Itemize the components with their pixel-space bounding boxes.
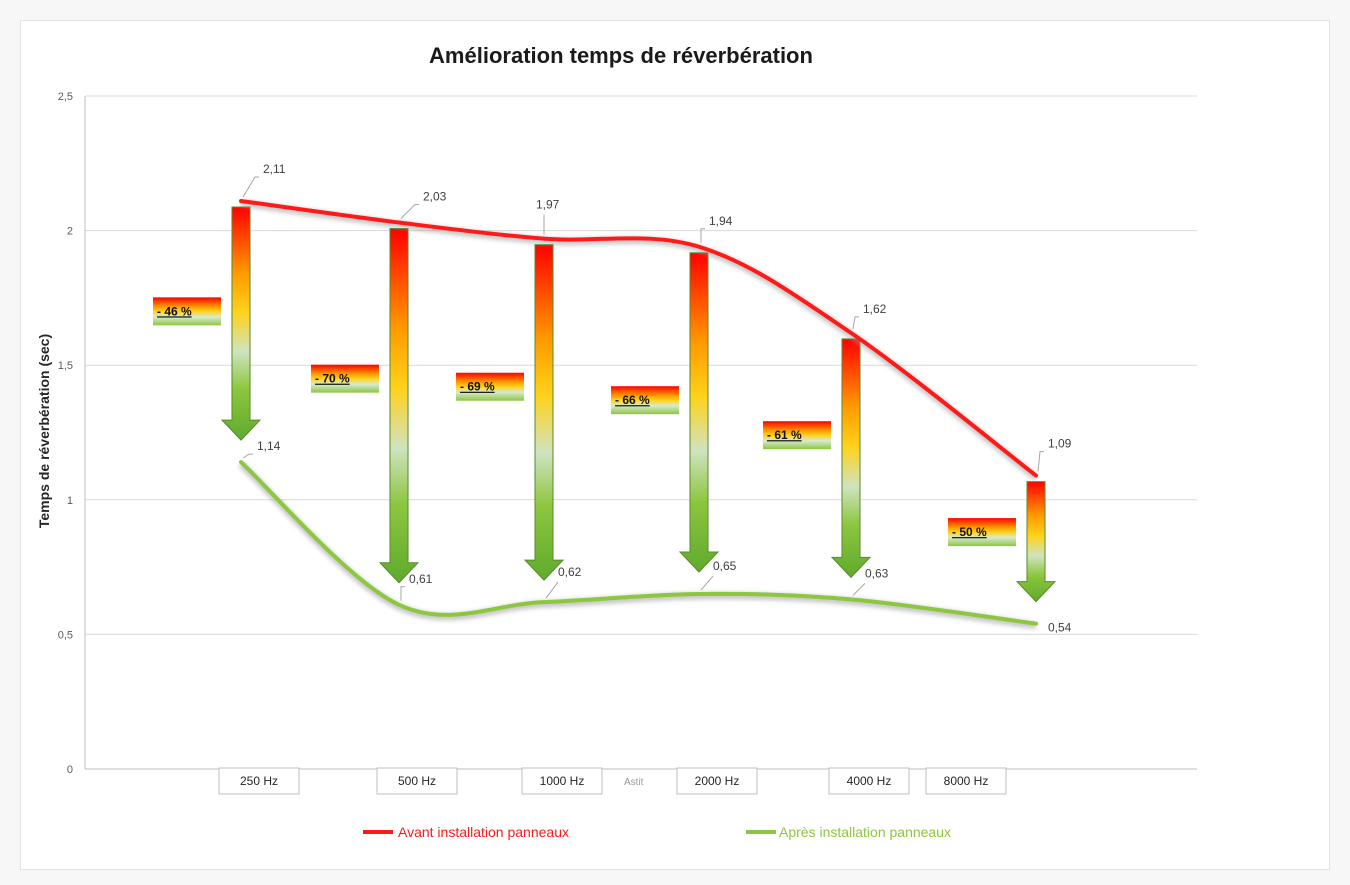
x-tick-label-3: 2000 Hz (695, 774, 740, 788)
x-tick-label-2: 1000 Hz (540, 774, 585, 788)
gridlines (84, 95, 1197, 770)
leader-line (400, 204, 419, 219)
series-line-0 (239, 198, 1038, 478)
data-label-apres-0: 1,14 (257, 439, 281, 453)
y-tick-label: 2,5 (58, 91, 73, 103)
reduction-arrow-2 (523, 244, 565, 581)
data-label-avant-0: 2,11 (263, 162, 286, 176)
reduction-label-0: - 46 % (157, 304, 192, 318)
chart-svg: Amélioration temps de réverbération Temp… (36, 43, 1197, 840)
reduction-box-2 (456, 372, 524, 401)
chart-frame: Amélioration temps de réverbération Temp… (20, 20, 1330, 870)
x-tick-label-5: 8000 Hz (944, 774, 989, 788)
reduction-box-0 (153, 297, 221, 326)
y-axis-label: Temps de réverbération (sec) (36, 334, 52, 528)
reduction-label-1: - 70 % (315, 372, 350, 386)
leader-line (700, 228, 705, 243)
data-label-apres-2: 0,62 (558, 565, 582, 579)
reduction-arrow-5 (1015, 481, 1057, 603)
x-tick-box-2 (521, 767, 603, 795)
leader-line (545, 581, 559, 599)
x-tick-box-0 (218, 767, 300, 795)
x-tick-label-4: 4000 Hz (847, 774, 892, 788)
series-lines (238, 198, 1039, 630)
leader-line (852, 316, 859, 329)
y-tick-label: 1 (67, 495, 73, 507)
reduction-arrow-3 (678, 252, 720, 573)
reduction-label-5: - 50 % (952, 525, 987, 539)
reduction-box-3 (611, 386, 679, 415)
reduction-labels: - 46 % - 70 % - 69 % - 66 % - 61 % - 50 % (153, 297, 1016, 547)
x-tick-box-5 (925, 767, 1007, 795)
data-label-avant-5: 1,09 (1048, 437, 1072, 451)
chart-title: Amélioration temps de réverbération (429, 43, 813, 68)
data-label-apres-5: 0,54 (1048, 621, 1072, 635)
x-tick-label-0: 250 Hz (240, 774, 278, 788)
leader-line (700, 575, 714, 591)
y-tick-label: 0 (67, 764, 73, 776)
leader-line (1037, 451, 1044, 472)
leader-line (852, 583, 866, 596)
data-label-avant-3: 1,94 (709, 214, 733, 228)
x-tick-labels: 250 Hz 500 Hz 1000 Hz 2000 Hz 4000 Hz 8000 Hz (218, 767, 1007, 795)
legend-label-apres: Après installation panneaux (779, 824, 951, 840)
reduction-box-4 (763, 421, 831, 450)
data-label-avant-2: 1,97 (536, 198, 560, 212)
reduction-box-5 (948, 518, 1016, 547)
x-tick-box-1 (376, 767, 458, 795)
data-label-avant-4: 1,62 (863, 302, 887, 316)
y-tick-label: 2 (67, 226, 73, 238)
y-tick-label: 0,5 (58, 629, 73, 641)
x-tick-box-3 (676, 767, 758, 795)
leader-line (242, 453, 253, 459)
y-tick-label: 1,5 (58, 360, 73, 372)
data-label-apres-1: 0,61 (409, 572, 433, 586)
data-label-avant-1: 2,03 (423, 190, 447, 204)
reduction-box-1 (311, 364, 379, 393)
data-label-apres-3: 0,65 (713, 559, 737, 573)
reduction-arrow-1 (378, 228, 420, 584)
chart-legend: Avant installation panneaux Après instal… (363, 824, 951, 840)
data-labels: 2,11 2,03 1,97 1,94 1,62 1,09 1,14 0,61 0,62 0,65… (242, 162, 1072, 635)
reduction-label-4: - 61 % (767, 428, 802, 442)
leader-line (400, 586, 405, 601)
x-tick-label-1: 500 Hz (398, 774, 436, 788)
chart-annotation: Astit (624, 777, 644, 788)
reduction-arrow-4 (830, 338, 872, 579)
reduction-arrows (220, 206, 1057, 603)
legend-label-avant: Avant installation panneaux (398, 824, 569, 840)
reduction-arrow-0 (220, 206, 262, 441)
y-tick-labels: 0 0,5 1 1,5 2 2,5 (58, 91, 73, 776)
series-line-shadow-1 (238, 461, 1037, 630)
data-label-apres-4: 0,63 (865, 566, 889, 580)
series-line-shadow-0 (240, 199, 1039, 481)
reduction-label-3: - 66 % (615, 393, 650, 407)
x-tick-box-4 (828, 767, 910, 795)
series-line-1 (239, 460, 1038, 626)
reduction-label-2: - 69 % (460, 380, 495, 394)
leader-line (242, 176, 259, 198)
